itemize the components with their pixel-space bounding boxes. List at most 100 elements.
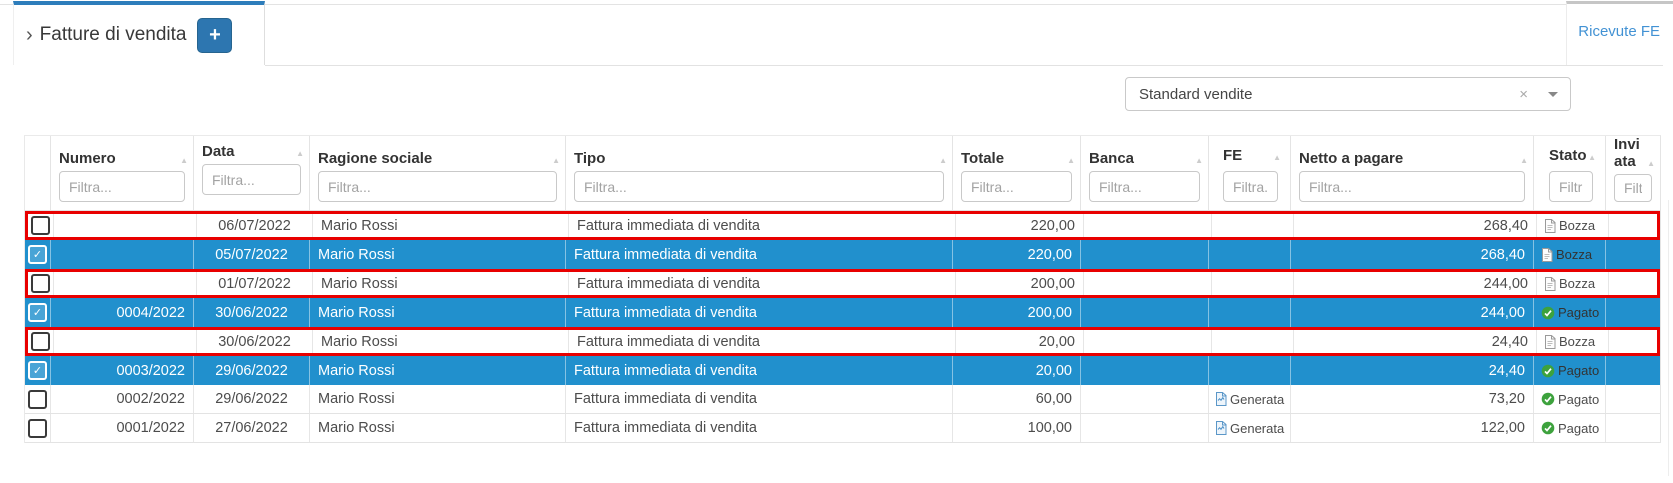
- cell-numero: [54, 272, 197, 295]
- column-filter-input[interactable]: [1549, 171, 1593, 202]
- status-label: Pagato: [1558, 363, 1600, 378]
- column-label: Numero: [59, 150, 116, 167]
- column-filter-input[interactable]: [1614, 174, 1652, 202]
- cell-banca: [1084, 272, 1212, 295]
- cell-inviata: [1609, 272, 1663, 295]
- row-checkbox[interactable]: [31, 216, 50, 235]
- cell-fe: [1212, 330, 1294, 353]
- table-row[interactable]: ✓ 0004/2022 30/06/2022 Mario Rossi Fattura i…: [25, 298, 1660, 327]
- table-row[interactable]: 0002/2022 29/06/2022 Mario Rossi Fattura im…: [25, 385, 1660, 414]
- cell-totale: 220,00: [953, 240, 1081, 269]
- cell-netto: 244,00: [1291, 298, 1534, 327]
- cell-numero: 0001/2022: [51, 414, 194, 442]
- row-checkbox[interactable]: ✓: [28, 245, 47, 264]
- table-row[interactable]: ✓ 05/07/2022 Mario Rossi Fattura immediata …: [25, 240, 1660, 269]
- cell-stato: Bozza: [1537, 330, 1609, 353]
- page-title: Fatture di vendita: [39, 24, 187, 45]
- column-filter-input[interactable]: [574, 171, 944, 202]
- column-filter-input[interactable]: [59, 171, 185, 202]
- table-row[interactable]: 06/07/2022 Mario Rossi Fattura immediata d…: [25, 211, 1660, 240]
- tab-fatture-di-vendita[interactable]: › Fatture di vendita +: [13, 1, 265, 65]
- column-header: Inviata ▲: [1606, 136, 1660, 210]
- sort-icon[interactable]: ▲: [1273, 153, 1281, 162]
- cell-fe: [1212, 272, 1294, 295]
- column-filter-input[interactable]: [1223, 171, 1278, 202]
- cell-banca: [1081, 356, 1209, 385]
- cell-netto: 24,40: [1291, 356, 1534, 385]
- cell-data: 30/06/2022: [194, 298, 310, 327]
- sort-icon[interactable]: ▲: [296, 149, 304, 158]
- row-checkbox[interactable]: ✓: [28, 303, 47, 322]
- invoices-table: Numero ▲ Data ▲ Ragione sociale ▲ Tipo ▲…: [24, 135, 1661, 443]
- cell-stato: Pagato: [1534, 298, 1606, 327]
- cell-totale: 100,00: [953, 414, 1081, 442]
- cell-inviata: [1606, 414, 1660, 442]
- cell-checkbox: [25, 385, 51, 413]
- sort-icon[interactable]: ▲: [1067, 156, 1075, 165]
- table-row[interactable]: ✓ 0003/2022 29/06/2022 Mario Rossi Fattura i…: [25, 356, 1660, 385]
- chevron-down-icon[interactable]: [1548, 91, 1558, 97]
- status-label: Pagato: [1558, 305, 1600, 320]
- column-header: Numero ▲: [51, 136, 194, 210]
- cell-ragione_sociale: Mario Rossi: [310, 414, 566, 442]
- column-label: Totale: [961, 150, 1005, 167]
- view-filter-value: Standard vendite: [1139, 85, 1253, 103]
- cell-stato: Pagato: [1534, 385, 1606, 413]
- sort-icon[interactable]: ▲: [1520, 156, 1528, 165]
- cell-tipo: Fattura immediata di vendita: [566, 414, 953, 442]
- status-label: Pagato: [1558, 391, 1600, 407]
- row-checkbox[interactable]: [31, 332, 50, 351]
- column-filter-input[interactable]: [961, 171, 1072, 202]
- pagato-check-icon: [1541, 364, 1555, 378]
- status-label: Bozza: [1559, 276, 1596, 291]
- cell-inviata: [1606, 356, 1660, 385]
- cell-netto: 73,20: [1291, 385, 1534, 413]
- sort-icon[interactable]: ▲: [939, 156, 947, 165]
- pagato-check-icon: [1541, 392, 1555, 406]
- cell-totale: 220,00: [956, 214, 1084, 237]
- cell-numero: [54, 214, 197, 237]
- cell-data: 29/06/2022: [194, 356, 310, 385]
- row-checkbox[interactable]: [28, 418, 47, 438]
- cell-netto: 268,40: [1294, 214, 1537, 237]
- row-checkbox[interactable]: [31, 274, 50, 293]
- table-row[interactable]: 30/06/2022 Mario Rossi Fattura immediata d…: [25, 327, 1660, 356]
- table-row[interactable]: 01/07/2022 Mario Rossi Fattura immediata d…: [25, 269, 1660, 298]
- column-filter-input[interactable]: [318, 171, 557, 202]
- pagato-check-icon: [1541, 306, 1555, 320]
- column-header: Stato ▲: [1534, 136, 1606, 210]
- cell-stato: Pagato: [1534, 356, 1606, 385]
- cell-totale: 20,00: [953, 356, 1081, 385]
- fe-generata-icon: [1215, 392, 1227, 406]
- column-label: Banca: [1089, 150, 1135, 167]
- status-label: Bozza: [1559, 334, 1596, 349]
- row-checkbox[interactable]: [28, 389, 47, 409]
- sort-icon[interactable]: ▲: [180, 156, 188, 165]
- tab-ricevute-fe[interactable]: Ricevute FE: [1566, 1, 1673, 65]
- bozza-document-icon: [1541, 247, 1553, 262]
- sort-icon[interactable]: ▲: [1647, 159, 1655, 168]
- sort-icon[interactable]: ▲: [552, 156, 560, 165]
- cell-ragione_sociale: Mario Rossi: [313, 272, 569, 295]
- view-filter-select[interactable]: Standard vendite ×: [1125, 77, 1571, 111]
- sort-icon[interactable]: ▲: [1195, 156, 1203, 165]
- cell-totale: 60,00: [953, 385, 1081, 413]
- cell-fe: [1212, 214, 1294, 237]
- cell-fe: [1209, 356, 1291, 385]
- cell-inviata: [1609, 214, 1663, 237]
- clear-selection-icon[interactable]: ×: [1519, 85, 1528, 103]
- column-filter-input[interactable]: [1089, 171, 1200, 202]
- column-filter-input[interactable]: [202, 164, 301, 195]
- cell-stato: Bozza: [1534, 240, 1606, 269]
- table-header-row: Numero ▲ Data ▲ Ragione sociale ▲ Tipo ▲…: [25, 136, 1660, 211]
- row-checkbox[interactable]: ✓: [28, 361, 47, 380]
- column-filter-input[interactable]: [1299, 171, 1525, 202]
- pagato-check-icon: [1541, 421, 1555, 435]
- cell-totale: 200,00: [956, 272, 1084, 295]
- cell-tipo: Fattura immediata di vendita: [566, 298, 953, 327]
- add-invoice-button[interactable]: +: [197, 17, 233, 53]
- column-header: Ragione sociale ▲: [310, 136, 566, 210]
- table-row[interactable]: 0001/2022 27/06/2022 Mario Rossi Fattura im…: [25, 414, 1660, 443]
- cell-fe: [1209, 298, 1291, 327]
- sort-icon[interactable]: ▲: [1588, 153, 1596, 162]
